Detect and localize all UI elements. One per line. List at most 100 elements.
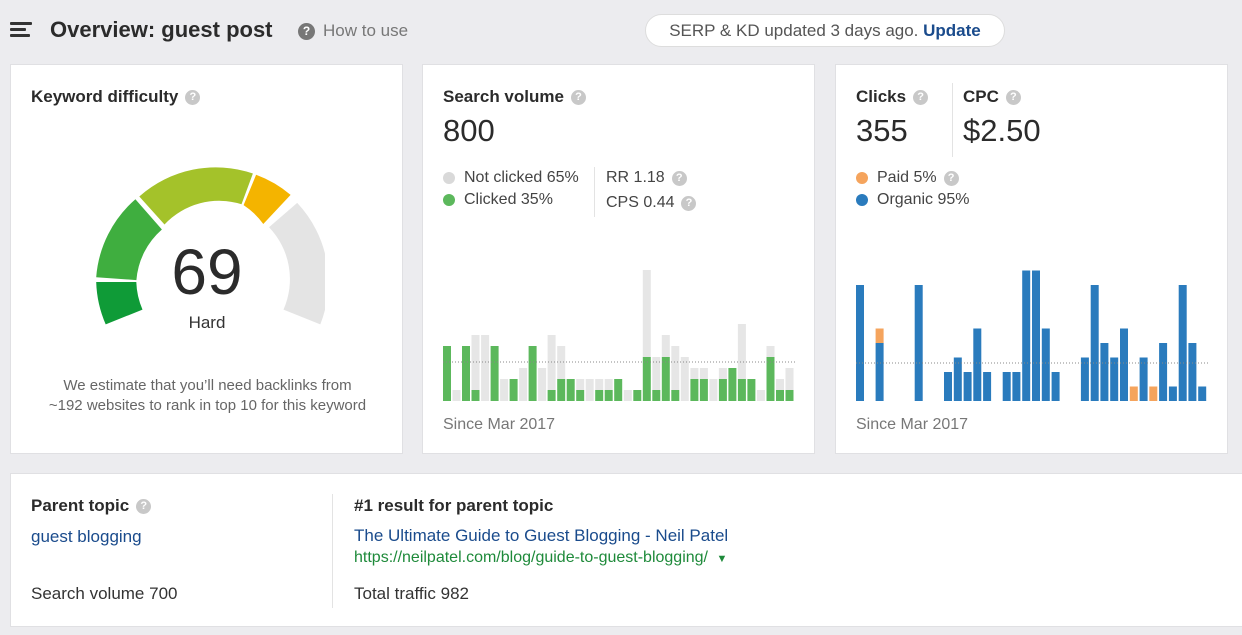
bar-organic-16[interactable] (1012, 372, 1021, 401)
bar-clicked-20[interactable] (633, 390, 642, 401)
bar-organic-23[interactable] (1080, 357, 1089, 402)
bar-organic-31[interactable] (1159, 343, 1168, 401)
bar-paid-2[interactable] (875, 328, 884, 344)
bar-not-clicked-28[interactable] (709, 379, 718, 401)
bar-organic-6[interactable] (914, 285, 923, 401)
bar-clicked-29[interactable] (718, 379, 727, 401)
bar-not-clicked-24[interactable] (671, 346, 680, 390)
bar-not-clicked-17[interactable] (604, 379, 613, 390)
bar-clicked-13[interactable] (566, 379, 575, 401)
bar-clicked-9[interactable] (528, 346, 537, 401)
bar-not-clicked-8[interactable] (519, 368, 528, 401)
bar-organic-20[interactable] (1051, 372, 1060, 401)
bar-clicked-2[interactable] (462, 346, 470, 401)
bar-clicked-16[interactable] (595, 390, 604, 401)
rr-help-icon[interactable]: ? (671, 170, 687, 186)
bar-organic-29[interactable] (1139, 357, 1148, 402)
bar-organic-19[interactable] (1041, 328, 1050, 402)
top-result-url[interactable]: https://neilpatel.com/blog/guide-to-gues… (354, 549, 708, 566)
top-result-link[interactable]: The Ultimate Guide to Guest Blogging - N… (354, 526, 729, 545)
bar-organic-0[interactable] (856, 285, 864, 401)
clicks-label: Clicks (856, 87, 907, 106)
bar-clicked-14[interactable] (576, 390, 585, 401)
parent-topic-link[interactable]: guest blogging (31, 527, 142, 546)
organic-label: Organic 95% (877, 191, 970, 208)
bar-not-clicked-12[interactable] (557, 346, 566, 379)
bar-not-clicked-6[interactable] (500, 379, 509, 401)
bar-organic-17[interactable] (1022, 270, 1031, 402)
bar-clicked-5[interactable] (490, 346, 499, 401)
bar-not-clicked-34[interactable] (766, 346, 775, 357)
bar-organic-2[interactable] (875, 343, 884, 401)
bar-not-clicked-35[interactable] (776, 379, 784, 390)
bar-clicked-0[interactable] (443, 346, 451, 401)
bar-not-clicked-26[interactable] (690, 368, 699, 379)
bar-clicked-36[interactable] (785, 390, 794, 401)
bar-not-clicked-29[interactable] (718, 368, 727, 379)
bar-organic-25[interactable] (1100, 343, 1109, 401)
search-volume-help-icon[interactable]: ? (570, 89, 586, 105)
bar-clicked-18[interactable] (614, 379, 623, 401)
bar-clicked-11[interactable] (547, 390, 556, 401)
update-link[interactable]: Update (923, 21, 981, 40)
bar-paid-30[interactable] (1149, 386, 1158, 402)
bar-clicked-27[interactable] (699, 379, 708, 401)
bar-organic-32[interactable] (1168, 386, 1177, 402)
bar-not-clicked-16[interactable] (595, 379, 604, 390)
bar-clicked-30[interactable] (728, 368, 737, 401)
bar-clicked-21[interactable] (642, 357, 651, 401)
bar-not-clicked-4[interactable] (481, 335, 490, 401)
bar-organic-18[interactable] (1032, 270, 1040, 402)
bar-clicked-22[interactable] (652, 390, 661, 401)
bar-not-clicked-22[interactable] (652, 357, 661, 390)
bar-not-clicked-27[interactable] (699, 368, 708, 379)
how-to-use-link[interactable]: ? How to use (298, 21, 408, 41)
bar-clicked-3[interactable] (471, 390, 480, 401)
bar-clicked-34[interactable] (766, 357, 775, 401)
bar-organic-33[interactable] (1178, 285, 1187, 401)
bar-not-clicked-36[interactable] (785, 368, 794, 390)
bar-clicked-32[interactable] (747, 379, 756, 401)
bar-clicked-12[interactable] (557, 379, 566, 401)
bar-organic-13[interactable] (983, 372, 992, 401)
bar-organic-11[interactable] (963, 372, 972, 401)
bar-not-clicked-19[interactable] (623, 390, 632, 401)
help-icon: ? (298, 22, 315, 40)
cps-help-icon[interactable]: ? (681, 195, 697, 211)
bar-organic-10[interactable] (953, 357, 962, 402)
paid-help-icon[interactable]: ? (943, 170, 959, 186)
bar-clicked-26[interactable] (690, 379, 699, 401)
bar-not-clicked-3[interactable] (471, 335, 480, 390)
bar-not-clicked-25[interactable] (680, 357, 689, 401)
bar-not-clicked-15[interactable] (585, 379, 594, 401)
bar-not-clicked-10[interactable] (538, 368, 547, 401)
bar-clicked-17[interactable] (604, 390, 613, 401)
bar-organic-34[interactable] (1188, 343, 1197, 401)
url-dropdown-icon[interactable]: ▼ (716, 553, 728, 565)
difficulty-note-line-2: ~192 websites to rank in top 10 for this… (48, 397, 367, 414)
bar-not-clicked-31[interactable] (737, 324, 746, 379)
bar-not-clicked-14[interactable] (576, 379, 585, 390)
bar-organic-26[interactable] (1110, 357, 1119, 402)
bar-not-clicked-1[interactable] (452, 390, 461, 401)
bar-organic-12[interactable] (973, 328, 982, 402)
keyword-difficulty-help-icon[interactable]: ? (185, 89, 201, 105)
clicks-help-icon[interactable]: ? (913, 89, 929, 105)
bar-organic-9[interactable] (944, 372, 952, 401)
bar-organic-27[interactable] (1120, 328, 1128, 402)
bar-not-clicked-23[interactable] (661, 335, 670, 357)
bar-clicked-35[interactable] (776, 390, 784, 401)
bar-not-clicked-21[interactable] (642, 270, 651, 357)
menu-icon[interactable] (10, 22, 32, 38)
bar-organic-35[interactable] (1198, 386, 1207, 402)
bar-not-clicked-33[interactable] (756, 390, 765, 401)
bar-clicked-24[interactable] (671, 390, 680, 401)
bar-clicked-31[interactable] (737, 379, 746, 401)
bar-organic-15[interactable] (1002, 372, 1011, 401)
cpc-help-icon[interactable]: ? (1005, 89, 1021, 105)
bar-paid-28[interactable] (1129, 386, 1138, 402)
bar-clicked-23[interactable] (661, 357, 670, 401)
bar-clicked-7[interactable] (509, 379, 518, 401)
parent-topic-help-icon[interactable]: ? (136, 498, 152, 514)
bar-organic-24[interactable] (1090, 285, 1099, 401)
